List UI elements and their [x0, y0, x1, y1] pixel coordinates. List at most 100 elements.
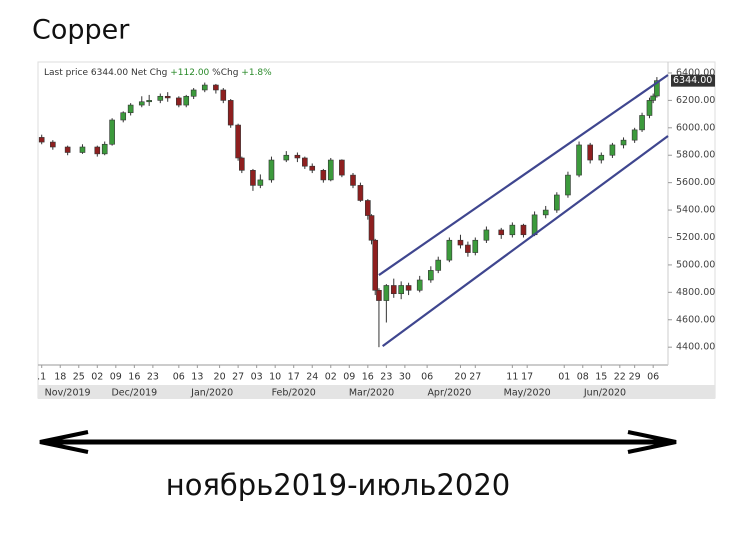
candle-body — [654, 80, 660, 97]
candle-body — [372, 239, 379, 291]
candle-body — [576, 144, 582, 176]
candle-body — [435, 259, 442, 271]
x-tick-label: 27 — [232, 372, 244, 383]
range-arrow — [39, 430, 677, 454]
x-tick-label: 27 — [469, 372, 481, 383]
y-tick-label: 6000.00 — [676, 122, 715, 133]
x-tick-label: 22 — [614, 372, 626, 383]
candle-body — [446, 239, 453, 261]
x-tick-label: 20 — [214, 372, 226, 383]
y-tick-label: 6400.00 — [676, 67, 715, 78]
x-tick-label: 10 — [269, 372, 281, 383]
candle-body — [94, 146, 101, 155]
x-tick-label: 18 — [54, 372, 66, 383]
candle-body — [398, 285, 404, 295]
x-tick-label: 09 — [110, 372, 122, 383]
info-value: 6344.00 — [91, 68, 128, 78]
y-tick-label: 5800.00 — [676, 150, 715, 161]
candle-body — [509, 224, 516, 236]
candle-body — [220, 89, 227, 101]
month-band — [38, 385, 715, 399]
candle-body — [646, 100, 653, 116]
month-label: May/2020 — [504, 388, 551, 399]
candle-body — [620, 139, 627, 146]
x-tick-label: 16 — [362, 372, 374, 383]
candle-body — [294, 154, 301, 159]
plot: 4400.00 4600.00 4800.00 5000.00 5200.00 5400.… — [37, 67, 715, 398]
info-value: +112.00 — [170, 68, 209, 78]
candle-body — [257, 179, 264, 186]
x-tick-label: 24 — [306, 372, 318, 383]
candle-body — [109, 119, 115, 145]
candle-body — [138, 101, 145, 106]
x-tick-label: 15 — [595, 372, 607, 383]
candle-body — [565, 174, 571, 196]
candle-body — [164, 95, 171, 99]
candle-body — [176, 97, 182, 106]
x-tick-label: 17 — [288, 372, 300, 383]
candle-body — [365, 200, 371, 216]
y-tick-label: 5200.00 — [676, 232, 715, 243]
info-label: Last price 6344.00 Net Chg +112.00 %Chg … — [44, 68, 272, 78]
x-tick-label: 01 — [558, 372, 570, 383]
candle-body — [50, 141, 56, 148]
x-tick-label: 30 — [399, 372, 411, 383]
month-label: Mar/2020 — [349, 388, 394, 399]
x-tick-label: 11 — [506, 372, 518, 383]
candle-body — [416, 279, 423, 291]
x-tick-label: 08 — [577, 372, 589, 383]
x-tick-label: 23 — [147, 372, 159, 383]
candle-body — [268, 159, 275, 181]
candle-body — [465, 244, 471, 253]
info-line: Last price 6344.00 Net Chg +112.00 %Chg … — [44, 68, 272, 78]
candle-body — [302, 157, 308, 167]
x-tick-label: 06 — [173, 372, 185, 383]
info-text: Net Chg — [131, 68, 167, 78]
candle-body — [587, 144, 593, 161]
candle-body — [183, 95, 190, 106]
candle-body — [239, 157, 245, 171]
chart-frame — [37, 61, 716, 399]
candle-body — [457, 239, 464, 246]
candle-body — [201, 84, 208, 91]
y-tick-label: 5600.00 — [676, 177, 715, 188]
x-tick-label: 06 — [647, 372, 659, 383]
candle-body — [609, 144, 616, 156]
candle-body — [64, 146, 71, 153]
x-tick-label: 20 — [454, 372, 466, 383]
candle-body — [38, 137, 45, 143]
month-label: Dec/2019 — [111, 388, 157, 399]
candle-body — [542, 209, 549, 216]
candle-body — [383, 285, 390, 301]
candle-body — [598, 154, 605, 161]
candle-body — [213, 84, 219, 91]
y-tick-label: 4800.00 — [676, 287, 715, 298]
month-label: Jan/2020 — [190, 388, 233, 399]
arrow-head — [39, 430, 89, 454]
info-value: +1.8% — [241, 68, 272, 78]
x-tick-label: 29 — [629, 372, 641, 383]
arrow-head — [627, 430, 677, 454]
candle-body — [250, 170, 256, 186]
caption: ноябрь2019-июль2020 — [166, 468, 511, 502]
x-tick-label: 06 — [421, 372, 433, 383]
last-price-label: 6344.00 — [673, 75, 712, 86]
candle-body — [390, 285, 397, 295]
candle-body — [320, 170, 327, 181]
x-tick-label: 13 — [191, 372, 203, 383]
x-tick-label: 03 — [251, 372, 263, 383]
candle-body — [120, 112, 127, 121]
candle-body — [472, 239, 479, 253]
x-tick-label: 25 — [73, 372, 85, 383]
candle-body — [650, 95, 656, 101]
candle-body — [631, 129, 638, 141]
candle-body — [376, 289, 382, 301]
candle-body — [327, 159, 334, 181]
candle-body — [101, 143, 108, 155]
candle-body — [483, 229, 490, 241]
candle-body — [283, 154, 290, 161]
y-tick-label: 5000.00 — [676, 259, 715, 270]
x-tick-label: 02 — [91, 372, 103, 383]
candle-body — [368, 215, 375, 241]
